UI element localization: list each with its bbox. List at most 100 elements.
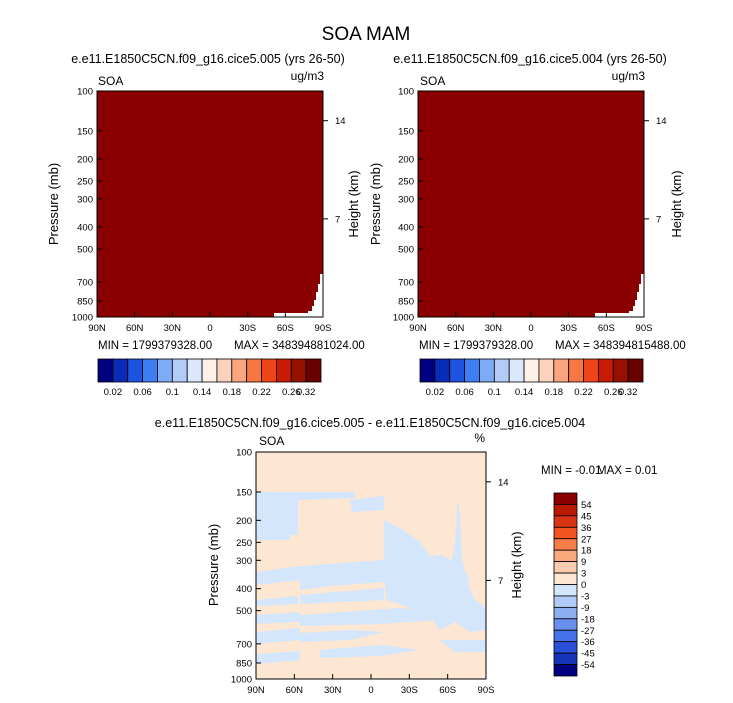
colorbar-label: 0 xyxy=(581,580,586,591)
colorbar-swatch xyxy=(553,358,570,383)
y-axis-label: Pressure (mb) xyxy=(368,163,383,245)
colorbar-swatch xyxy=(568,358,584,383)
colorbar-label: 0.1 xyxy=(488,387,501,398)
colorbar-swatch xyxy=(216,358,233,383)
y2-tick-label: 14 xyxy=(335,116,346,127)
panel-title: e.e11.E1850C5CN.f09_g16.cice5.005 - e.e1… xyxy=(155,416,585,430)
x-ticks: 90N 60N 30N 0 30S 60S 90S xyxy=(88,312,331,334)
colorbar-label: 0.02 xyxy=(104,387,123,398)
colorbar-label: 0.14 xyxy=(193,387,212,398)
colorbar: 0.02 0.06 0.1 0.14 0.18 0.22 0.260.32 xyxy=(97,358,322,398)
colorbar-swatch xyxy=(553,526,578,540)
y-tick-label: 100 xyxy=(77,87,93,98)
y-tick-label: 700 xyxy=(77,277,93,288)
y-tick-label: 200 xyxy=(236,516,252,527)
y-tick-label: 700 xyxy=(398,277,414,288)
colorbar-swatch xyxy=(508,358,525,383)
colorbar-label: 0.32 xyxy=(619,387,638,398)
colorbar-swatch xyxy=(127,358,143,383)
y-tick-label: 1000 xyxy=(72,313,93,324)
x-tick-label: 90N xyxy=(88,323,106,334)
y2-ticks: 14 7 xyxy=(644,116,667,225)
colorbar-swatch xyxy=(553,595,578,608)
y-tick-label: 150 xyxy=(398,126,414,137)
colorbar-label: 0.02 xyxy=(426,387,445,398)
y-ticks: 100 150 200 250 300 400 500 700 850 1000 xyxy=(393,87,423,324)
colorbar-label: 0.1 xyxy=(166,387,179,398)
colorbar-swatch xyxy=(142,358,158,383)
colorbar-swatch xyxy=(201,358,218,383)
y-tick-label: 150 xyxy=(236,487,252,498)
y-tick-label: 500 xyxy=(77,244,93,255)
colorbar-label: -27 xyxy=(581,626,595,637)
y2-tick-label: 7 xyxy=(498,576,503,587)
y-tick-label: 850 xyxy=(398,297,414,308)
panel-right: e.e11.E1850C5CN.f09_g16.cice5.004 (yrs 2… xyxy=(368,52,686,398)
colorbar-swatch xyxy=(553,618,578,631)
x-tick-label: 60S xyxy=(277,323,294,334)
max-label: MAX = 0.01 xyxy=(597,465,657,477)
colorbar-label: 0.06 xyxy=(133,387,152,398)
colorbar-swatch xyxy=(449,358,466,383)
y-tick-label: 250 xyxy=(398,176,414,187)
y-tick-label: 400 xyxy=(236,584,252,595)
figure-title: SOA MAM xyxy=(322,24,411,45)
units-label: % xyxy=(474,431,485,445)
min-label: MIN = 1799379328.00 xyxy=(419,340,533,352)
y-tick-label: 100 xyxy=(398,87,414,98)
y-tick-label: 200 xyxy=(398,155,414,166)
colorbar-label: -18 xyxy=(581,614,595,625)
x-tick-label: 60S xyxy=(598,323,615,334)
y2-ticks: 14 7 xyxy=(323,116,346,225)
units-label: ug/m3 xyxy=(612,69,646,83)
y2-tick-label: 14 xyxy=(656,116,667,127)
colorbar-swatch xyxy=(553,629,578,643)
colorbar-swatch xyxy=(627,358,644,383)
x-tick-label: 30S xyxy=(401,685,418,696)
colorbar-label: -9 xyxy=(581,603,589,614)
x-ticks: 90N 60N 30N 0 30S 60S 90S xyxy=(409,312,652,334)
colorbar-swatch xyxy=(261,358,277,383)
colorbar-swatch xyxy=(479,358,495,383)
colorbar-swatch xyxy=(97,358,114,383)
colorbar-swatch xyxy=(553,606,578,620)
variable-label: SOA xyxy=(98,74,123,88)
y-tick-label: 850 xyxy=(236,658,252,669)
panel-title: e.e11.E1850C5CN.f09_g16.cice5.005 (yrs 2… xyxy=(71,52,345,66)
colorbar-label: 3 xyxy=(581,569,586,580)
x-tick-label: 0 xyxy=(207,323,212,334)
plot-fill xyxy=(97,91,323,317)
colorbar-swatch xyxy=(612,358,629,383)
x-tick-label: 60S xyxy=(439,685,456,696)
colorbar-swatch xyxy=(305,358,322,383)
x-tick-label: 90N xyxy=(247,685,265,696)
colorbar-label: 0.18 xyxy=(223,387,242,398)
missing-region xyxy=(595,274,644,317)
colorbar-label: -54 xyxy=(581,660,595,671)
colorbar-swatch xyxy=(157,358,173,383)
colorbar-label: 0.18 xyxy=(545,387,564,398)
colorbar-label: 0.22 xyxy=(574,387,593,398)
colorbar-label: 45 xyxy=(581,511,592,522)
colorbar-label: 0.26 xyxy=(282,387,301,398)
colorbar-swatch xyxy=(553,664,578,677)
colorbar-swatch xyxy=(553,572,578,585)
colorbar-label: 0.32 xyxy=(297,387,316,398)
x-tick-label: 90S xyxy=(478,685,495,696)
min-label: MIN = -0.01 xyxy=(541,465,601,477)
y2-axis-label: Height (km) xyxy=(509,531,524,598)
y2-tick-label: 14 xyxy=(498,477,509,488)
colorbar-swatch xyxy=(231,358,248,383)
y-tick-label: 150 xyxy=(77,126,93,137)
difference-field xyxy=(256,452,486,679)
colorbar-swatch xyxy=(290,358,307,383)
x-tick-label: 0 xyxy=(368,685,373,696)
y2-ticks: 14 7 xyxy=(486,477,509,587)
colorbar-swatch xyxy=(553,584,578,597)
y2-axis-label: Height (km) xyxy=(346,170,361,237)
colorbar-swatch xyxy=(434,358,451,383)
y-tick-label: 400 xyxy=(77,223,93,234)
colorbar-swatch xyxy=(538,358,555,383)
y-tick-label: 300 xyxy=(398,194,414,205)
colorbar-swatch xyxy=(246,358,262,383)
